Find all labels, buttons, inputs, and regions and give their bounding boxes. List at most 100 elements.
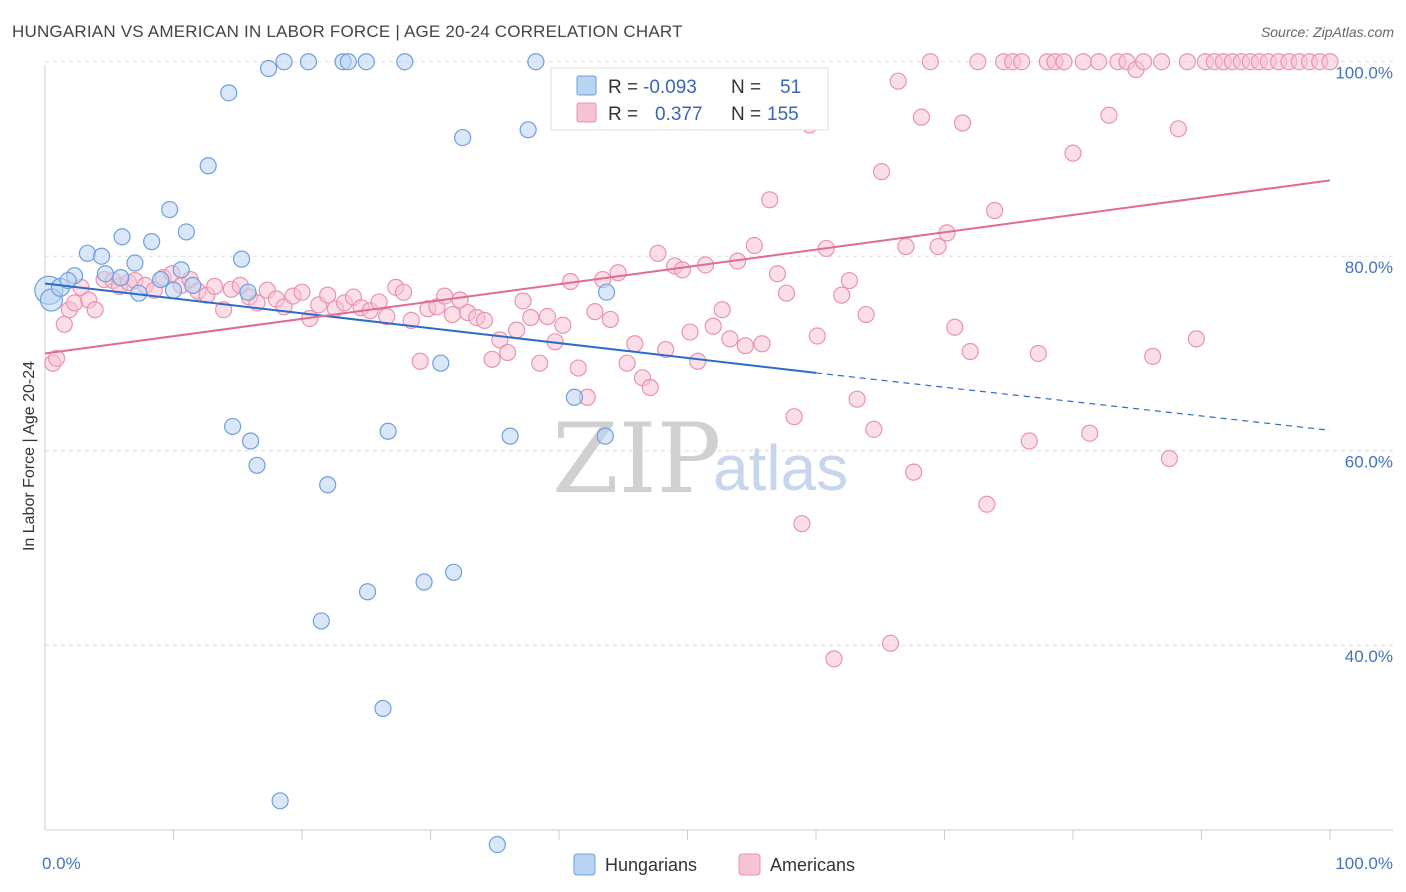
american-point-34 — [319, 286, 337, 304]
hungarian-point-39 — [415, 573, 433, 591]
hungarian-point-6 — [92, 247, 111, 265]
watermark: ZIP atlas — [552, 403, 848, 515]
american-point-122 — [1029, 344, 1047, 363]
american-point-45 — [411, 352, 429, 370]
american-point-126 — [1064, 144, 1082, 162]
american-point-93 — [793, 515, 811, 533]
hungarian-point-45 — [519, 121, 537, 139]
american-point-87 — [745, 236, 763, 255]
hungarian-point-31 — [319, 476, 337, 494]
american-point-50 — [451, 291, 469, 309]
american-point-129 — [1090, 53, 1108, 71]
american-point-48 — [436, 287, 454, 305]
american-point-139 — [1178, 53, 1196, 71]
american-point-60 — [531, 354, 549, 372]
american-point-99 — [840, 271, 859, 290]
hungarian-point-29 — [299, 53, 318, 71]
hungarian-point-25 — [248, 456, 266, 474]
american-point-100 — [848, 390, 866, 408]
american-point-7 — [86, 301, 104, 319]
x-tick-label-1: 100.0% — [1335, 854, 1393, 873]
american-point-44 — [402, 311, 420, 330]
hungarian-point-27 — [275, 53, 293, 71]
trend-line-americans — [44, 179, 1331, 355]
legend-r-label-hungarians: R = — [608, 77, 638, 98]
american-point-90 — [768, 265, 787, 283]
american-point-21 — [206, 277, 224, 295]
hungarian-point-33 — [339, 53, 357, 71]
american-point-57 — [507, 321, 526, 339]
hungarian-point-40 — [432, 354, 450, 372]
american-point-70 — [609, 264, 627, 282]
stats-legend-box — [550, 67, 829, 131]
american-point-136 — [1153, 53, 1171, 71]
american-point-138 — [1169, 120, 1187, 138]
series-hungarians — [34, 53, 684, 854]
american-point-86 — [736, 337, 754, 355]
bottom-legend-label-americans: Americans — [770, 855, 855, 875]
american-point-95 — [808, 327, 826, 345]
hungarian-point-28 — [271, 792, 289, 810]
american-point-105 — [889, 72, 907, 90]
american-point-75 — [649, 244, 667, 262]
american-point-69 — [601, 310, 620, 329]
american-point-134 — [1135, 53, 1153, 71]
hungarian-point-16 — [172, 261, 190, 279]
x-tick-label-0: 0.0% — [42, 854, 81, 873]
hungarian-point-44 — [501, 427, 519, 445]
american-point-92 — [785, 408, 803, 426]
american-point-101 — [857, 305, 875, 324]
hungarian-point-41 — [445, 563, 463, 581]
american-point-115 — [969, 53, 987, 71]
american-point-72 — [626, 335, 644, 353]
american-point-154 — [1321, 53, 1339, 71]
american-point-56 — [499, 343, 517, 362]
american-point-61 — [538, 307, 557, 326]
hungarian-point-22 — [233, 250, 251, 268]
legend-r-label-americans: R = — [608, 104, 638, 125]
hungarian-point-30 — [312, 612, 330, 630]
hungarian-point-34 — [357, 53, 375, 71]
bottom-legend-swatch-hungarians — [573, 853, 596, 876]
american-point-137 — [1160, 449, 1178, 468]
american-point-80 — [689, 352, 707, 370]
american-point-74 — [641, 378, 659, 397]
american-point-76 — [657, 340, 675, 359]
american-point-43 — [394, 283, 413, 301]
hungarian-point-12 — [143, 233, 161, 251]
american-point-121 — [1020, 432, 1038, 450]
axes — [44, 65, 1393, 840]
american-point-41 — [378, 307, 396, 326]
american-point-135 — [1144, 347, 1162, 365]
american-point-125 — [1055, 53, 1073, 71]
bottom-legend-swatch-americans — [738, 853, 761, 876]
american-point-103 — [872, 163, 891, 181]
hungarian-point-38 — [396, 53, 414, 71]
legend-swatch-americans — [576, 102, 597, 123]
chart-title: HUNGARIAN VS AMERICAN IN LABOR FORCE | A… — [12, 22, 683, 41]
legend-n-value-hungarians: 51 — [780, 77, 801, 98]
legend-r-value-hungarians: -0.093 — [643, 77, 697, 98]
american-point-82 — [704, 317, 722, 335]
american-point-4 — [65, 294, 84, 312]
hungarian-point-47 — [565, 388, 584, 406]
american-point-84 — [721, 330, 739, 348]
hungarian-point-15 — [164, 281, 183, 299]
american-point-140 — [1187, 330, 1205, 348]
watermark-atlas: atlas — [713, 432, 848, 504]
american-point-63 — [554, 316, 572, 334]
hungarian-point-26 — [259, 59, 278, 78]
american-point-107 — [905, 463, 923, 481]
american-point-104 — [881, 634, 900, 652]
american-point-98 — [833, 286, 851, 304]
legend-n-value-americans: 155 — [767, 104, 799, 125]
y-tick-label-1: 60.0% — [1345, 453, 1393, 472]
grid-lines — [45, 61, 1393, 646]
american-point-116 — [978, 495, 996, 513]
hungarian-point-21 — [224, 417, 242, 436]
hungarian-point-23 — [239, 283, 257, 301]
hungarian-point-24 — [242, 432, 260, 450]
american-point-109 — [921, 53, 939, 71]
bottom-legend-label-hungarians: Hungarians — [605, 855, 697, 875]
